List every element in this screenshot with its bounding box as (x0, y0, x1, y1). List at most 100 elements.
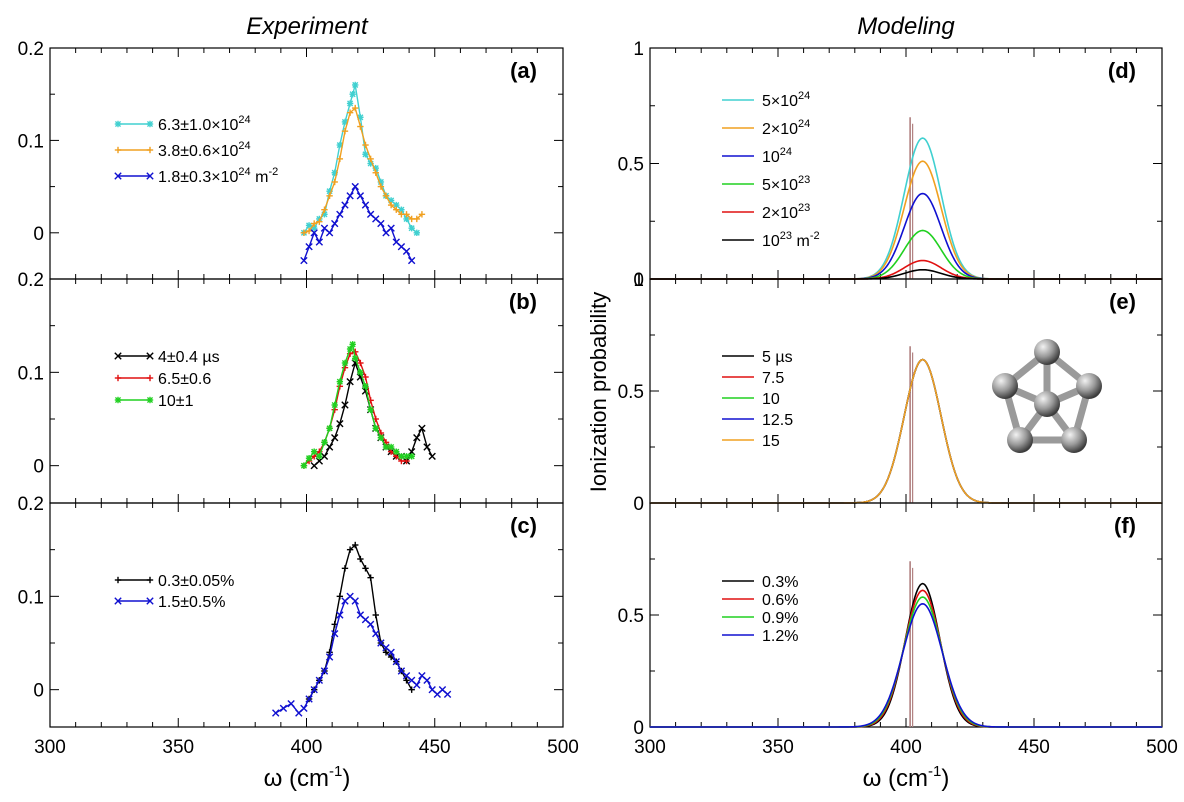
text-part: 6.5±0.6 (158, 371, 211, 388)
data-point-stroke (349, 91, 356, 98)
data-point (403, 211, 410, 218)
data-point (372, 611, 379, 619)
legend-entry: 1.5±0.5% (114, 594, 226, 611)
data-point (341, 127, 349, 135)
text-part: m (792, 233, 810, 250)
series-line (650, 589, 1162, 728)
data-point-stroke (352, 355, 359, 362)
data-point (423, 443, 431, 451)
data-point-stroke (367, 406, 374, 413)
text-part: 12.5 (762, 412, 793, 429)
data-point-stroke (114, 352, 122, 360)
x-tick-label: 300 (34, 737, 66, 758)
data-point (346, 192, 354, 200)
y-tick-label: 0 (33, 681, 44, 702)
data-point (352, 104, 359, 112)
data-point-stroke (438, 685, 447, 694)
data-point (408, 686, 415, 693)
legend-marker (146, 120, 154, 128)
data-point (346, 100, 354, 107)
data-point-stroke (387, 224, 395, 232)
legend-entry: 7.5 (722, 370, 784, 387)
data-point (408, 224, 415, 232)
data-point-stroke (349, 341, 356, 348)
superscript: 23 (798, 202, 810, 214)
header-modeling: Modeling (857, 13, 955, 40)
legend-entry: 10 (722, 391, 780, 408)
legend-label: 12.5 (762, 412, 793, 429)
data-point (357, 123, 364, 130)
data-point (310, 685, 318, 694)
data-point (413, 681, 421, 689)
data-point-stroke (272, 709, 280, 717)
data-point-stroke (347, 100, 354, 107)
y-tick-label: 0.2 (18, 270, 44, 291)
data-point-stroke (382, 643, 390, 652)
data-point-stroke (397, 242, 406, 251)
legend-entry: 0.6% (722, 592, 798, 609)
data-point (287, 699, 295, 708)
data-point (387, 224, 395, 232)
text-part: 0.6% (762, 592, 798, 609)
series-line (303, 185, 413, 261)
data-point-stroke (341, 359, 349, 367)
data-point (331, 178, 338, 186)
data-point-stroke (408, 453, 415, 460)
data-point-stroke (336, 210, 344, 219)
y-tick-label: 0.1 (18, 131, 44, 152)
data-point (382, 649, 390, 656)
data-point (418, 211, 426, 218)
data-point-stroke (114, 597, 122, 605)
text-part: 5 µs (762, 349, 793, 366)
panel-frame (649, 502, 1163, 728)
superscript: 24 (798, 118, 810, 130)
data-point (372, 425, 379, 432)
data-point-stroke (372, 629, 380, 638)
legend-label: 1.5±0.5% (158, 594, 226, 611)
data-point (305, 222, 313, 229)
data-point (413, 215, 420, 223)
data-point (361, 201, 370, 209)
text-part: 0.9% (762, 610, 798, 627)
data-point-stroke (320, 452, 329, 461)
text-part: 10 (762, 233, 780, 250)
data-point-stroke (392, 238, 400, 246)
text-part: 5×10 (762, 93, 798, 110)
text-part: 10 (762, 391, 780, 408)
x-axis-label-left-base: ω (cm (264, 765, 329, 792)
data-point-stroke (443, 690, 452, 699)
series-line (650, 137, 1162, 280)
data-point (305, 227, 313, 235)
data-point-stroke (407, 256, 416, 265)
legend-label: 5×1024 (762, 90, 810, 110)
data-point-stroke (315, 238, 324, 246)
data-point (393, 448, 400, 455)
data-point (362, 373, 369, 381)
legend-label: 10±1 (158, 393, 194, 410)
x-tick-label: 450 (419, 737, 451, 758)
data-point (341, 401, 349, 409)
data-point-stroke (146, 597, 154, 605)
legend-label: 4±0.4 µs (158, 349, 220, 366)
x-tick-label: 450 (1018, 737, 1050, 758)
data-point (305, 242, 313, 251)
data-point-stroke (361, 615, 370, 624)
legend-label: 3.8±0.6×1024 (158, 140, 251, 160)
data-point (300, 704, 308, 713)
data-point-stroke (418, 424, 426, 433)
data-point-stroke (413, 681, 421, 689)
data-point (315, 676, 324, 685)
data-point (387, 201, 395, 209)
text-part: 2×10 (762, 121, 798, 138)
text-part: 6.3±1.0×10 (158, 117, 239, 134)
data-point-stroke (402, 247, 411, 255)
legend-marker (146, 396, 154, 404)
data-point (367, 574, 374, 581)
data-point (356, 192, 365, 200)
data-point-stroke (407, 676, 416, 685)
legend-marker (114, 172, 122, 180)
data-point (362, 383, 369, 390)
data-point-stroke (362, 151, 369, 158)
data-point (352, 541, 359, 549)
data-point-stroke (393, 448, 400, 455)
